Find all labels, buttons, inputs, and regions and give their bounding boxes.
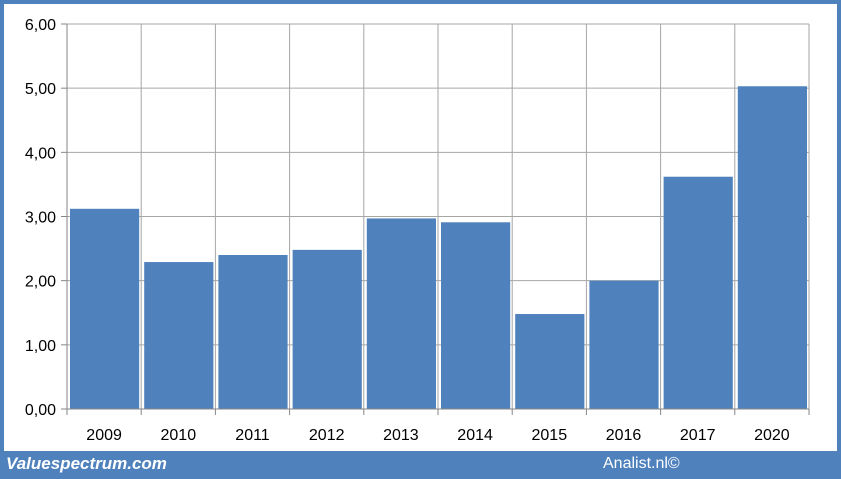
y-tick-label: 2,00	[25, 274, 56, 291]
bar	[515, 314, 585, 409]
bar	[70, 208, 140, 409]
x-tick-label: 2016	[606, 427, 642, 444]
y-tick-label: 3,00	[25, 210, 56, 227]
y-tick-label: 4,00	[25, 145, 56, 162]
y-tick-label: 6,00	[25, 17, 56, 34]
footer: Valuespectrum.com Analist.nl©	[0, 451, 841, 479]
x-tick-label: 2014	[457, 427, 493, 444]
brand-watermark: Valuespectrum.com	[6, 454, 167, 473]
x-tick-label: 2011	[235, 427, 270, 444]
x-tick-label: 2020	[754, 427, 790, 444]
bar	[737, 86, 807, 409]
bar	[441, 222, 511, 409]
y-tick-label: 1,00	[25, 338, 56, 355]
chart-panel: 0,00 1,00 2,00 3,00 4,00 5,00 6,00 2009 2010 2011…	[4, 4, 837, 451]
bar	[218, 255, 288, 409]
x-tick-label: 2015	[532, 427, 568, 444]
bar	[663, 176, 733, 409]
x-tick-label: 2012	[309, 427, 345, 444]
bar-chart: 0,00 1,00 2,00 3,00 4,00 5,00 6,00 2009 2010 2011…	[25, 17, 810, 444]
bar	[292, 249, 362, 409]
y-tick-label: 0,00	[25, 402, 56, 419]
x-tick-label: 2009	[86, 427, 122, 444]
x-tick-label: 2017	[680, 427, 716, 444]
bar	[366, 218, 436, 409]
y-tick-label: 5,00	[25, 81, 56, 98]
bar	[144, 262, 214, 409]
x-tick-label: 2010	[161, 427, 197, 444]
bar	[589, 280, 659, 409]
credit-text: Analist.nl©	[603, 455, 680, 472]
x-tick-label: 2013	[383, 427, 419, 444]
